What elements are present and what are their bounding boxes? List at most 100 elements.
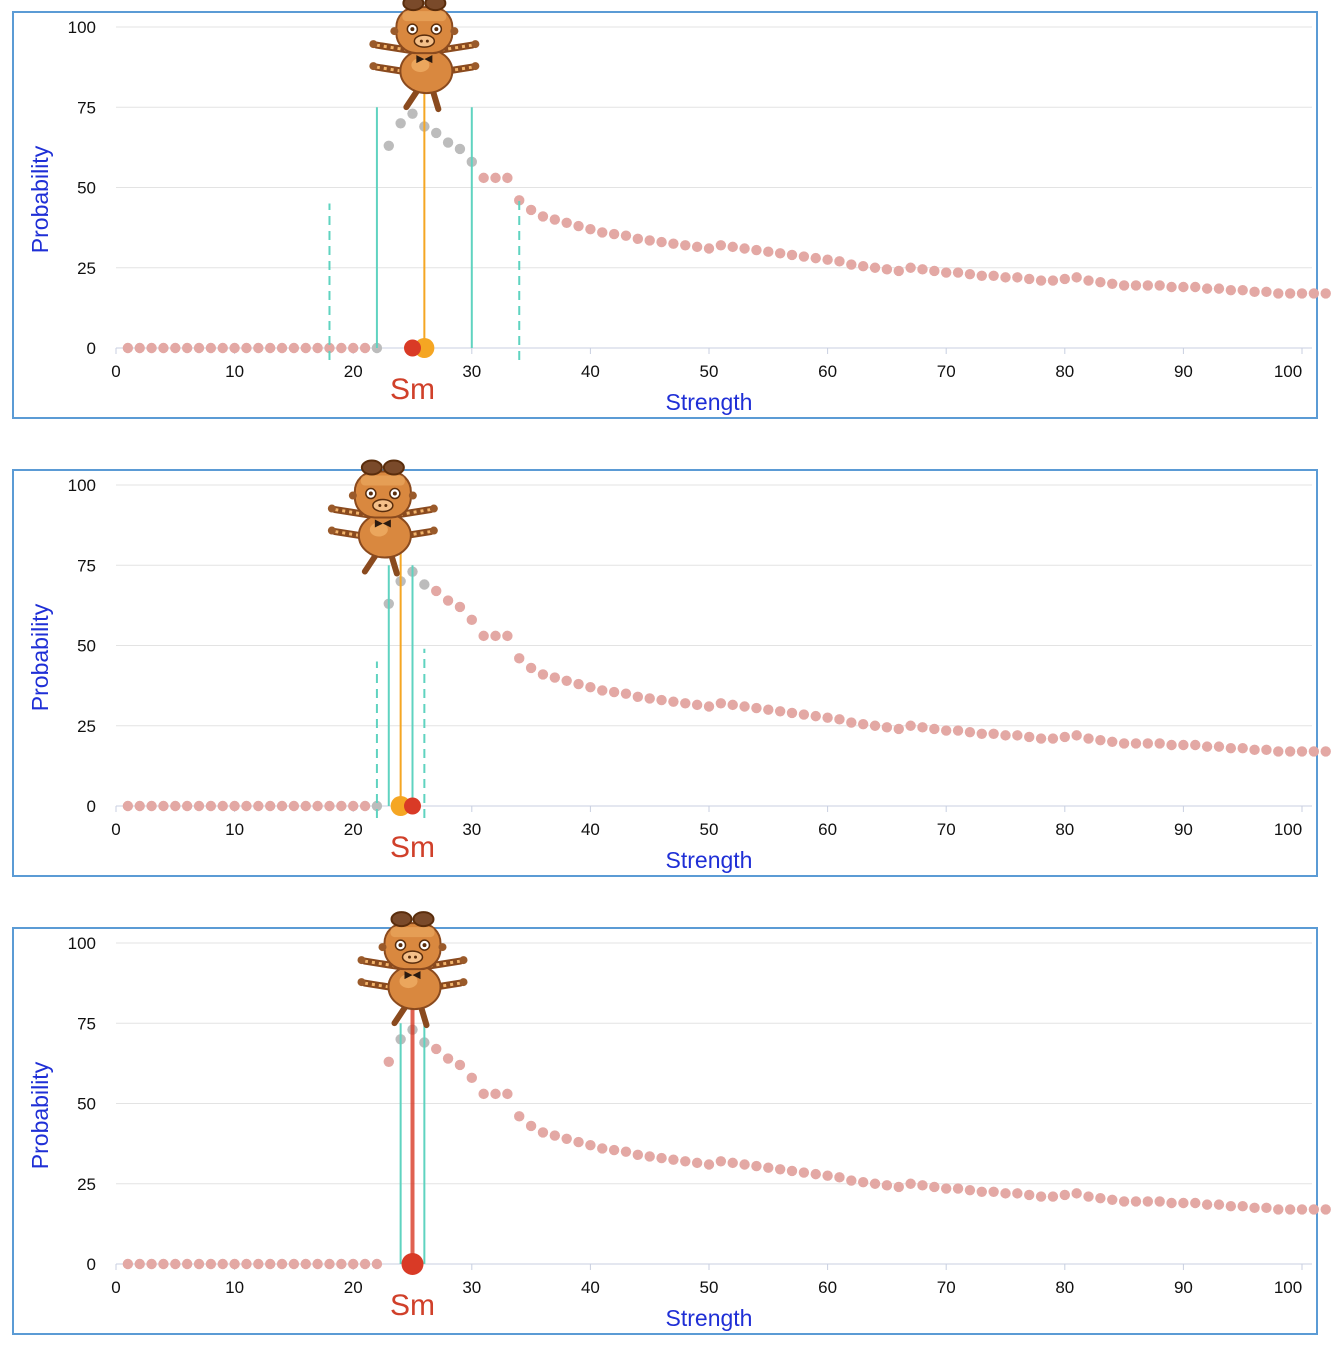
x-tick-label: 90	[1174, 820, 1193, 839]
data-point	[1296, 746, 1308, 757]
y-tick-label: 75	[77, 556, 96, 575]
data-point	[798, 709, 810, 720]
data-point	[656, 1152, 667, 1164]
data-point	[181, 1258, 193, 1270]
data-point	[205, 342, 217, 354]
data-point	[952, 725, 964, 736]
data-point	[810, 710, 821, 722]
data-point	[205, 800, 217, 812]
data-point	[1083, 275, 1094, 286]
data-point	[312, 342, 323, 354]
data-point	[1296, 1204, 1308, 1215]
data-point	[1237, 1201, 1248, 1212]
data-point	[1047, 275, 1059, 286]
x-tick-label: 10	[225, 1278, 244, 1297]
data-point	[1012, 272, 1023, 283]
data-point	[644, 235, 655, 246]
data-point	[181, 800, 193, 812]
data-point	[276, 800, 288, 812]
data-point	[1024, 273, 1035, 285]
x-tick-label: 40	[581, 820, 600, 839]
data-point	[1249, 744, 1260, 756]
data-point	[241, 1258, 252, 1270]
data-point	[810, 1168, 821, 1180]
data-point	[431, 127, 442, 139]
data-point	[727, 1157, 738, 1169]
data-point	[1012, 730, 1023, 741]
x-tick-label: 60	[818, 362, 837, 381]
data-point	[502, 172, 513, 184]
data-point	[253, 800, 264, 812]
data-point	[1095, 276, 1106, 288]
data-point	[1118, 738, 1130, 749]
data-point	[846, 1175, 857, 1186]
data-point	[371, 1258, 383, 1270]
y-tick-label: 75	[77, 1014, 96, 1033]
data-point	[1225, 1201, 1237, 1212]
data-point	[834, 256, 845, 267]
data-point	[336, 1258, 347, 1270]
data-point	[881, 1180, 893, 1191]
data-point	[585, 682, 596, 693]
data-point	[525, 662, 537, 674]
data-point	[490, 172, 501, 184]
data-point	[134, 800, 145, 812]
data-point	[146, 1258, 157, 1270]
data-point	[964, 1184, 976, 1196]
x-tick-label: 60	[818, 820, 837, 839]
data-point	[751, 702, 762, 714]
data-point	[608, 686, 620, 698]
data-point	[1213, 741, 1225, 752]
data-point	[1178, 281, 1189, 293]
data-point	[134, 342, 145, 354]
y-tick-label: 50	[77, 637, 96, 656]
data-point	[774, 248, 786, 259]
data-point	[857, 260, 869, 272]
data-point	[703, 243, 715, 254]
data-point	[727, 241, 738, 253]
data-point	[881, 722, 893, 733]
data-point	[608, 1144, 620, 1156]
sm-label: Sm	[390, 831, 435, 864]
data-point	[561, 675, 572, 687]
data-point	[514, 195, 525, 206]
data-point	[1273, 746, 1284, 757]
data-point	[454, 143, 466, 155]
data-point	[1107, 1194, 1118, 1205]
sm-label: Sm	[390, 373, 435, 406]
data-point	[881, 264, 893, 275]
data-point	[597, 1143, 608, 1154]
x-tick-label: 70	[937, 1278, 956, 1297]
x-tick-label: 100	[1274, 1278, 1302, 1297]
x-tick-label: 50	[700, 1278, 719, 1297]
data-point	[905, 1178, 916, 1189]
y-axis-label: Probability	[27, 1061, 53, 1169]
data-point	[822, 712, 833, 723]
data-point	[134, 1258, 145, 1270]
data-point	[952, 1183, 964, 1194]
data-point	[644, 1151, 655, 1162]
data-point	[1154, 280, 1165, 291]
data-point	[597, 227, 608, 238]
x-tick-label: 0	[111, 820, 120, 839]
y-axis-label: Probability	[27, 603, 53, 711]
data-point	[1308, 746, 1320, 757]
data-point	[573, 678, 584, 690]
data-point	[585, 1140, 596, 1151]
data-point	[1083, 733, 1094, 744]
data-point	[1035, 1191, 1047, 1202]
data-point	[1261, 744, 1272, 756]
data-point	[1225, 285, 1237, 296]
data-point	[300, 800, 311, 812]
x-axis-label: Strength	[666, 847, 753, 873]
data-point	[502, 630, 513, 642]
x-tick-label: 50	[700, 820, 719, 839]
data-point	[383, 1056, 394, 1067]
data-point	[703, 701, 715, 712]
data-point	[454, 601, 466, 613]
data-point	[1071, 1188, 1082, 1199]
y-tick-label: 0	[87, 1255, 96, 1274]
data-point	[1201, 741, 1213, 752]
data-point	[786, 1165, 798, 1177]
y-tick-label: 25	[77, 717, 96, 736]
